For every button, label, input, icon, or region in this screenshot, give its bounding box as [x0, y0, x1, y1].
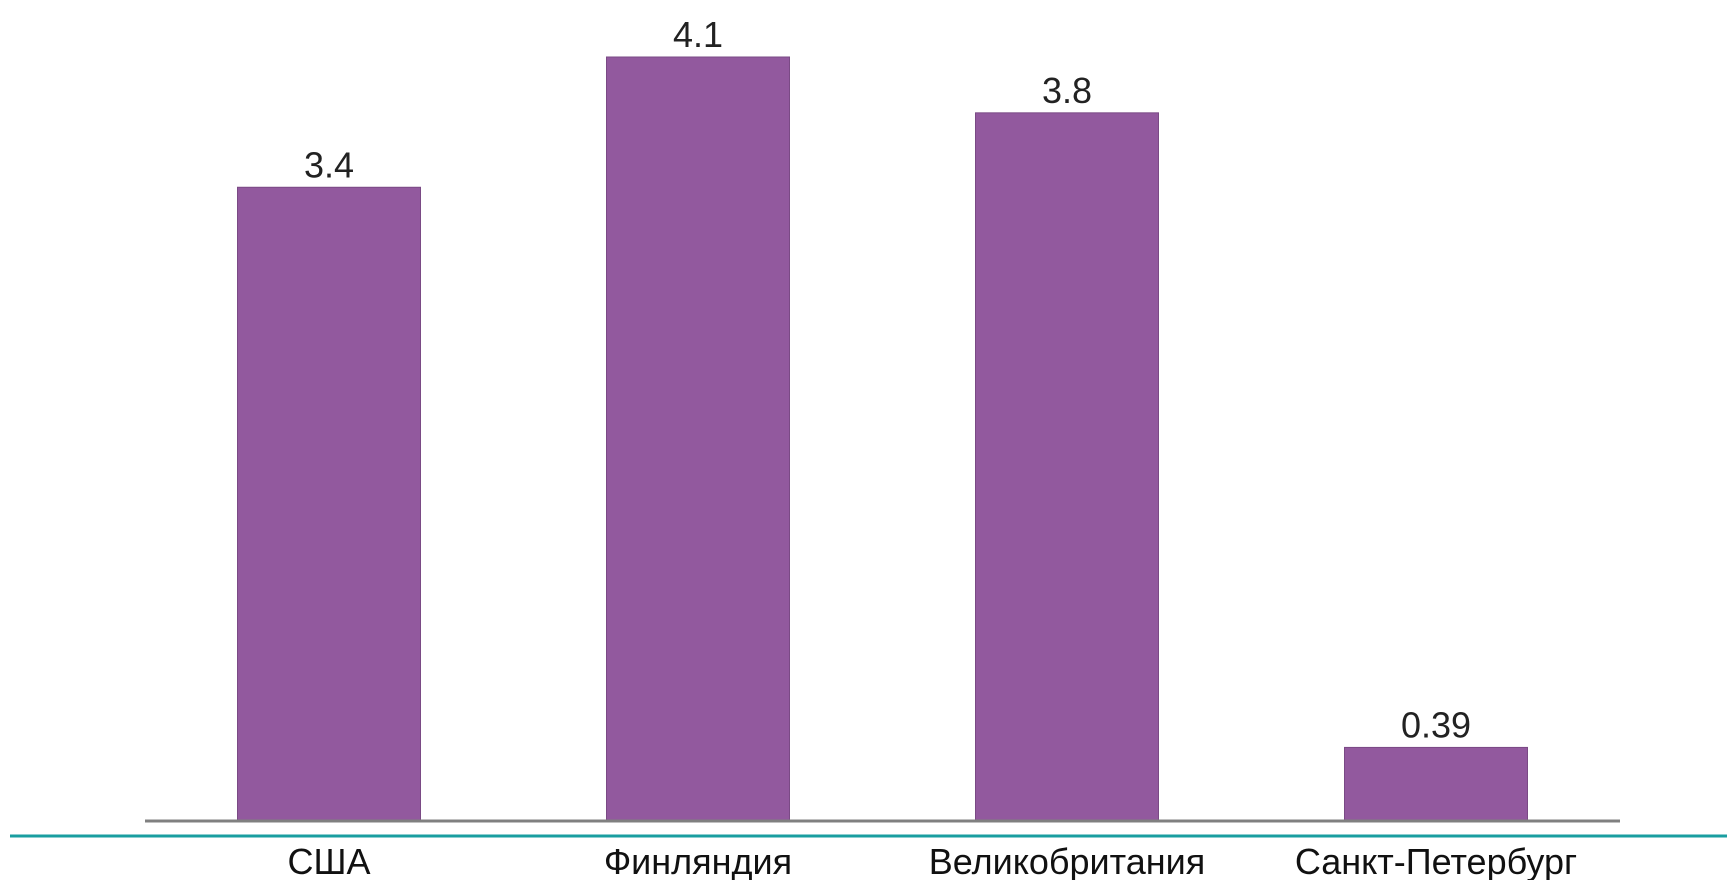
bars-group — [237, 56, 1528, 821]
category-label-4: Санкт-Петербург — [1295, 841, 1577, 880]
bar-value-label-4: 0.39 — [1401, 704, 1471, 745]
bar-2 — [606, 56, 790, 821]
bar-value-label-1: 3.4 — [304, 144, 354, 185]
category-label-1: США — [287, 841, 370, 880]
bar-value-label-3: 3.8 — [1042, 70, 1092, 111]
bar-value-label-2: 4.1 — [673, 14, 723, 55]
category-label-3: Великобритания — [929, 841, 1205, 880]
bar-4 — [1344, 746, 1528, 821]
bar-3 — [975, 112, 1159, 821]
category-labels-group: США Финляндия Великобритания Санкт-Петербур… — [287, 841, 1577, 880]
bar-1 — [237, 186, 421, 821]
category-label-2: Финляндия — [604, 841, 792, 880]
value-labels-group: 3.4 4.1 3.8 0.39 — [304, 14, 1471, 745]
